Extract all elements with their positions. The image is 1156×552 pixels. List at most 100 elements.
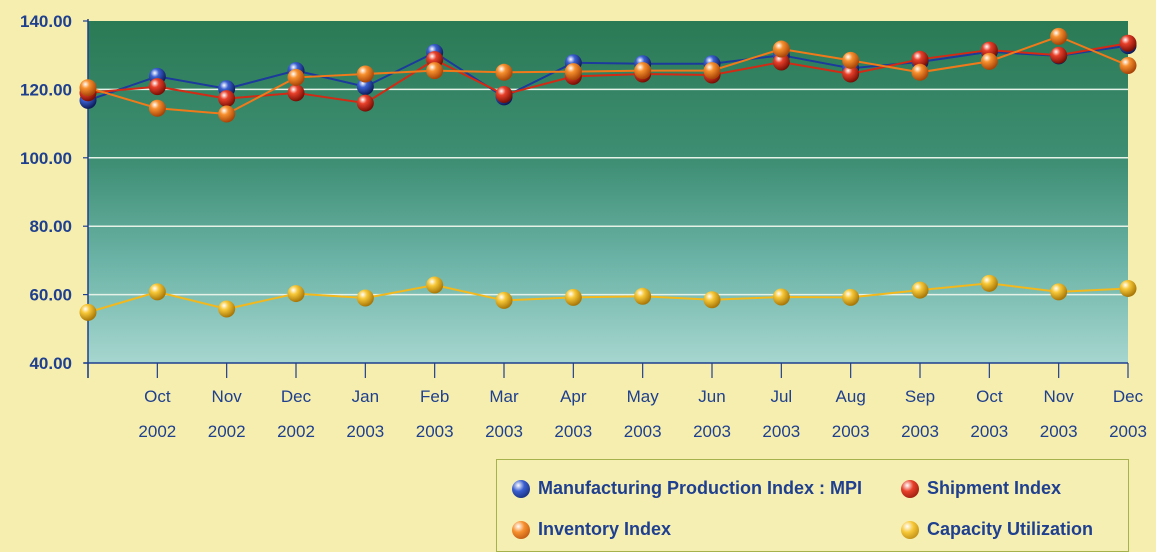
x-tick-label-month: Jun xyxy=(698,387,725,406)
x-tick-label-year: 2003 xyxy=(970,422,1008,441)
data-point xyxy=(1119,34,1137,52)
legend-marker-mpi xyxy=(512,479,530,498)
x-tick-label-year: 2003 xyxy=(1040,422,1078,441)
x-tick-label-month: Nov xyxy=(212,387,243,406)
y-axis-ticks: 40.00 60.00 80.00 100.00 120.00 140.00 xyxy=(20,12,88,373)
legend-label-capacity: Capacity Utilization xyxy=(927,519,1094,539)
data-point xyxy=(218,90,236,108)
legend-item-mpi: Manufacturing Production Index : MPI xyxy=(512,478,862,499)
legend-label-shipment: Shipment Index xyxy=(927,478,1062,498)
legend-label-inventory: Inventory Index xyxy=(538,519,672,539)
y-tick-label: 60.00 xyxy=(29,286,72,305)
data-point xyxy=(495,86,513,104)
series-line xyxy=(87,35,1129,116)
legend-item-capacity: Capacity Utilization xyxy=(901,519,1093,540)
series-group xyxy=(79,27,1137,321)
y-tick-label: 120.00 xyxy=(20,80,72,99)
legend-item-inventory: Inventory Index xyxy=(512,519,671,540)
legend-marker-capacity xyxy=(901,520,919,539)
x-tick-label-year: 2002 xyxy=(208,422,246,441)
data-point xyxy=(356,289,374,307)
data-point xyxy=(1119,56,1137,74)
x-tick-label-month: Mar xyxy=(489,387,519,406)
data-point xyxy=(703,291,721,309)
plot-area xyxy=(88,21,1128,363)
data-point xyxy=(356,65,374,83)
y-tick-label: 140.00 xyxy=(20,12,72,31)
data-point xyxy=(79,303,97,321)
y-tick-label: 40.00 xyxy=(29,354,72,373)
y-tick-label: 80.00 xyxy=(29,217,72,236)
data-point xyxy=(911,50,929,68)
data-point xyxy=(634,287,652,305)
x-axis-ticks: Oct 2002 Nov 2002 Dec 2002 Jan 2003 Feb 2003 Mar 20… xyxy=(87,363,1147,441)
gridlines xyxy=(88,88,1128,296)
legend-marker-inventory xyxy=(512,520,530,539)
series-4 xyxy=(79,274,1137,321)
data-point xyxy=(911,63,929,81)
data-point xyxy=(772,53,790,71)
data-point xyxy=(287,285,305,303)
x-tick-label-month: Nov xyxy=(1044,387,1075,406)
series-line xyxy=(87,44,1129,102)
line-chart: 40.00 60.00 80.00 100.00 120.00 140.00 Oct 200… xyxy=(20,12,1147,441)
x-tick-label-month: Jul xyxy=(770,387,792,406)
x-tick-label-month: Aug xyxy=(836,387,866,406)
x-tick-label-year: 2003 xyxy=(554,422,592,441)
data-point xyxy=(148,99,166,117)
data-point xyxy=(564,288,582,306)
legend-marker-shipment xyxy=(901,479,919,498)
data-point xyxy=(495,291,513,309)
data-point xyxy=(79,79,97,97)
data-point xyxy=(772,40,790,58)
data-point xyxy=(495,63,513,81)
x-tick-label-month: Oct xyxy=(976,387,1003,406)
x-tick-label-year: 2003 xyxy=(832,422,870,441)
data-point xyxy=(1119,279,1137,297)
x-tick-label-year: 2003 xyxy=(693,422,731,441)
data-point xyxy=(356,78,374,96)
x-tick-label-month: Oct xyxy=(144,387,171,406)
x-tick-label-year: 2002 xyxy=(277,422,315,441)
legend-item-shipment: Shipment Index xyxy=(901,478,1061,499)
data-point xyxy=(356,94,374,112)
data-point xyxy=(287,84,305,102)
data-point xyxy=(148,78,166,96)
x-tick-label-year: 2003 xyxy=(485,422,523,441)
x-tick-label-month: Dec xyxy=(281,387,312,406)
data-point xyxy=(426,62,444,80)
data-point xyxy=(564,63,582,81)
data-point xyxy=(218,300,236,318)
x-tick-label-month: Apr xyxy=(560,387,587,406)
data-point xyxy=(842,288,860,306)
x-tick-label-year: 2003 xyxy=(346,422,384,441)
data-point xyxy=(703,62,721,80)
data-point xyxy=(1050,283,1068,301)
data-point xyxy=(634,62,652,80)
data-point xyxy=(148,283,166,301)
data-point xyxy=(218,105,236,123)
legend: Manufacturing Production Index : MPI Shi… xyxy=(496,459,1129,552)
data-point xyxy=(1050,27,1068,45)
series-line xyxy=(87,282,1129,314)
x-tick-label-year: 2002 xyxy=(138,422,176,441)
data-point xyxy=(426,276,444,294)
x-tick-label-month: May xyxy=(627,387,660,406)
data-point xyxy=(842,51,860,69)
legend-label-mpi: Manufacturing Production Index : MPI xyxy=(538,478,862,498)
x-tick-label-month: Jan xyxy=(352,387,379,406)
x-tick-label-month: Dec xyxy=(1113,387,1144,406)
data-point xyxy=(842,65,860,83)
data-point xyxy=(287,68,305,86)
y-tick-label: 100.00 xyxy=(20,149,72,168)
data-point xyxy=(980,52,998,70)
x-tick-label-year: 2003 xyxy=(901,422,939,441)
x-tick-label-month: Sep xyxy=(905,387,935,406)
data-point xyxy=(911,281,929,299)
data-point xyxy=(980,274,998,292)
x-tick-label-year: 2003 xyxy=(762,422,800,441)
x-tick-label-year: 2003 xyxy=(624,422,662,441)
x-tick-label-year: 2003 xyxy=(1109,422,1147,441)
data-point xyxy=(772,288,790,306)
data-point xyxy=(1050,46,1068,64)
